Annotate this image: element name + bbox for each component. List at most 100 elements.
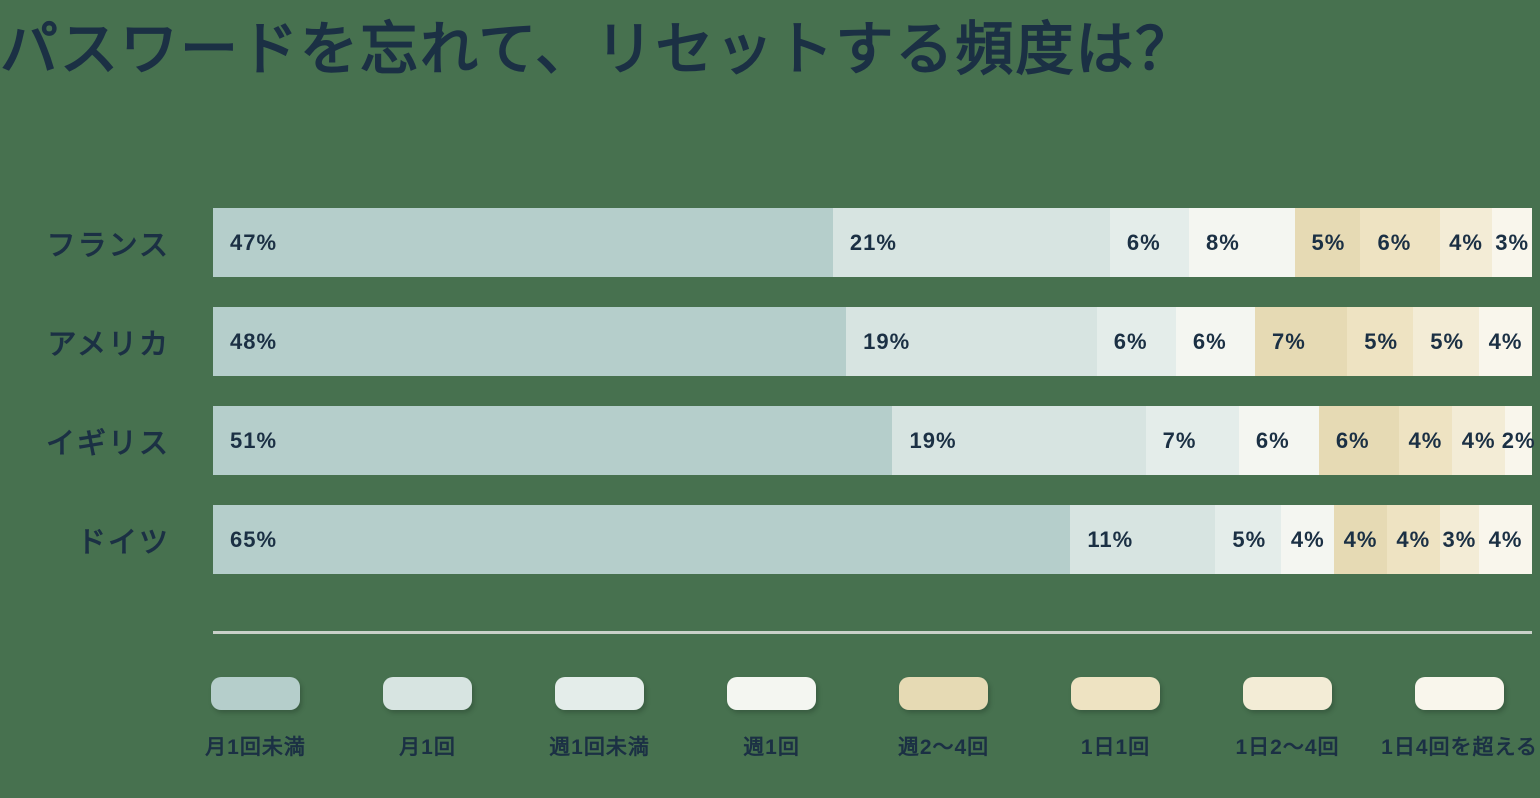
legend-item: 月1回 <box>383 677 472 761</box>
segment-value-label: 5% <box>1311 229 1346 255</box>
bar-row: ドイツ 65% 11% 5% 4% 4% 4% 3% 4% <box>0 505 1532 574</box>
segment-value-label: 4% <box>1488 328 1523 354</box>
segment-value-label: 6% <box>1377 229 1412 255</box>
row-label: フランス <box>46 229 170 262</box>
segment-value-label: 4% <box>1396 526 1431 552</box>
stacked-bar: 47% 21% 6% 8% 5% 6% 4% 3% <box>213 208 1532 277</box>
bar-segment: 47% <box>213 208 833 277</box>
bar-segment: 4% <box>1452 406 1506 475</box>
legend-swatch <box>211 677 300 710</box>
bar-segment: 6% <box>1096 307 1176 376</box>
bar-segment: 6% <box>1109 208 1190 277</box>
segment-value-label: 3% <box>1495 229 1530 255</box>
legend-swatch <box>1243 677 1332 710</box>
stacked-bar: 48% 19% 6% 6% 7% 5% 5% 4% <box>213 307 1532 376</box>
legend-swatch <box>555 677 644 710</box>
segment-value-label: 19% <box>863 328 911 354</box>
bar-row: アメリカ 48% 19% 6% 6% 7% 5% 5% 4% <box>0 307 1532 376</box>
segment-value-label: 4% <box>1290 526 1325 552</box>
bar-segment: 19% <box>892 406 1146 475</box>
bar-segment: 4% <box>1479 505 1532 574</box>
legend-item: 週1回未満 <box>549 677 649 761</box>
bar-segment: 7% <box>1254 307 1348 376</box>
segment-value-label: 6% <box>1126 229 1161 255</box>
bar-segment: 4% <box>1398 406 1453 475</box>
segment-value-label: 48% <box>230 328 278 354</box>
bar-segment: 7% <box>1145 406 1239 475</box>
segment-value-label: 4% <box>1488 526 1523 552</box>
bar-segment: 4% <box>1386 505 1440 574</box>
bar-segment: 19% <box>846 307 1097 376</box>
legend-item: 週1回 <box>727 677 816 761</box>
legend-label: 週2〜4回 <box>897 736 990 759</box>
legend-label: 月1回 <box>399 736 456 759</box>
legend-item: 月1回未満 <box>205 677 305 761</box>
segment-value-label: 8% <box>1206 229 1240 255</box>
row-label: ドイツ <box>76 526 170 559</box>
segment-value-label: 4% <box>1343 526 1378 552</box>
bar-segment: 4% <box>1334 505 1387 574</box>
row-label: アメリカ <box>47 328 170 361</box>
bar-segment: 6% <box>1238 406 1319 475</box>
divider-line <box>213 631 1532 634</box>
segment-value-label: 21% <box>849 229 897 255</box>
bar-segment: 6% <box>1360 208 1440 277</box>
bar-segment: 11% <box>1070 505 1216 574</box>
segment-value-label: 7% <box>1162 427 1197 453</box>
segment-value-label: 5% <box>1232 526 1267 552</box>
bar-segment: 65% <box>213 505 1071 574</box>
legend-label: 1日4回を超える <box>1381 736 1538 759</box>
legend-label: 月1回未満 <box>205 736 306 759</box>
bar-segment: 3% <box>1439 505 1480 574</box>
legend-swatch <box>899 677 988 710</box>
legend-item: 1日1回 <box>1071 677 1160 761</box>
bar-segment: 21% <box>832 208 1110 277</box>
bar-row: イギリス 51% 19% 7% 6% 6% 4% 4% 2% <box>0 406 1535 475</box>
stacked-bar: 65% 11% 5% 4% 4% 4% 3% 4% <box>213 505 1532 574</box>
segment-value-label: 2% <box>1501 427 1536 453</box>
legend-item: 1日2〜4回 <box>1235 677 1339 761</box>
bar-segment: 48% <box>213 307 847 376</box>
segment-value-label: 3% <box>1442 526 1477 552</box>
stacked-bar: 51% 19% 7% 6% 6% 4% 4% 2% <box>213 406 1535 475</box>
segment-value-label: 6% <box>1192 328 1227 354</box>
segment-value-label: 4% <box>1408 427 1443 453</box>
segment-value-label: 7% <box>1271 328 1306 354</box>
segment-value-label: 4% <box>1461 427 1496 453</box>
segment-value-label: 6% <box>1113 328 1148 354</box>
legend-label: 週1回未満 <box>549 736 650 759</box>
bar-segment: 8% <box>1189 208 1295 277</box>
legend-label: 1日1回 <box>1080 736 1151 759</box>
bar-segment: 5% <box>1294 208 1361 277</box>
bar-segment: 51% <box>213 406 893 475</box>
legend-item: 週2〜4回 <box>897 677 990 761</box>
legend-label: 1日2〜4回 <box>1235 736 1340 759</box>
segment-value-label: 19% <box>909 427 957 453</box>
legend-swatch <box>383 677 472 710</box>
chart-title: パスワードを忘れて、リセットする頻度は？ <box>0 17 1196 82</box>
bar-segment: 5% <box>1215 505 1282 574</box>
bar-segment: 4% <box>1439 208 1493 277</box>
segment-value-label: 11% <box>1087 526 1134 552</box>
legend-label: 週1回 <box>743 736 800 759</box>
segment-value-label: 65% <box>230 526 278 552</box>
segment-value-label: 5% <box>1430 328 1465 354</box>
bar-segment: 5% <box>1347 307 1414 376</box>
bar-segment: 4% <box>1479 307 1532 376</box>
segment-value-label: 51% <box>230 427 278 453</box>
bar-segment: 6% <box>1318 406 1399 475</box>
legend-swatch <box>1071 677 1160 710</box>
bar-segment: 4% <box>1281 505 1335 574</box>
bar-segment: 3% <box>1492 208 1532 277</box>
segment-value-label: 6% <box>1335 427 1370 453</box>
segment-value-label: 5% <box>1364 328 1399 354</box>
segment-value-label: 47% <box>230 229 278 255</box>
segment-value-label: 4% <box>1449 229 1483 255</box>
bar-row: フランス 47% 21% 6% 8% 5% 6% 4% 3% <box>0 208 1532 277</box>
legend-swatch <box>1415 677 1504 710</box>
bar-segment: 6% <box>1175 307 1255 376</box>
legend-item: 1日4回を超える <box>1381 677 1537 761</box>
legend-swatch <box>727 677 816 710</box>
bar-segment: 2% <box>1502 406 1535 475</box>
bar-segment: 5% <box>1413 307 1480 376</box>
